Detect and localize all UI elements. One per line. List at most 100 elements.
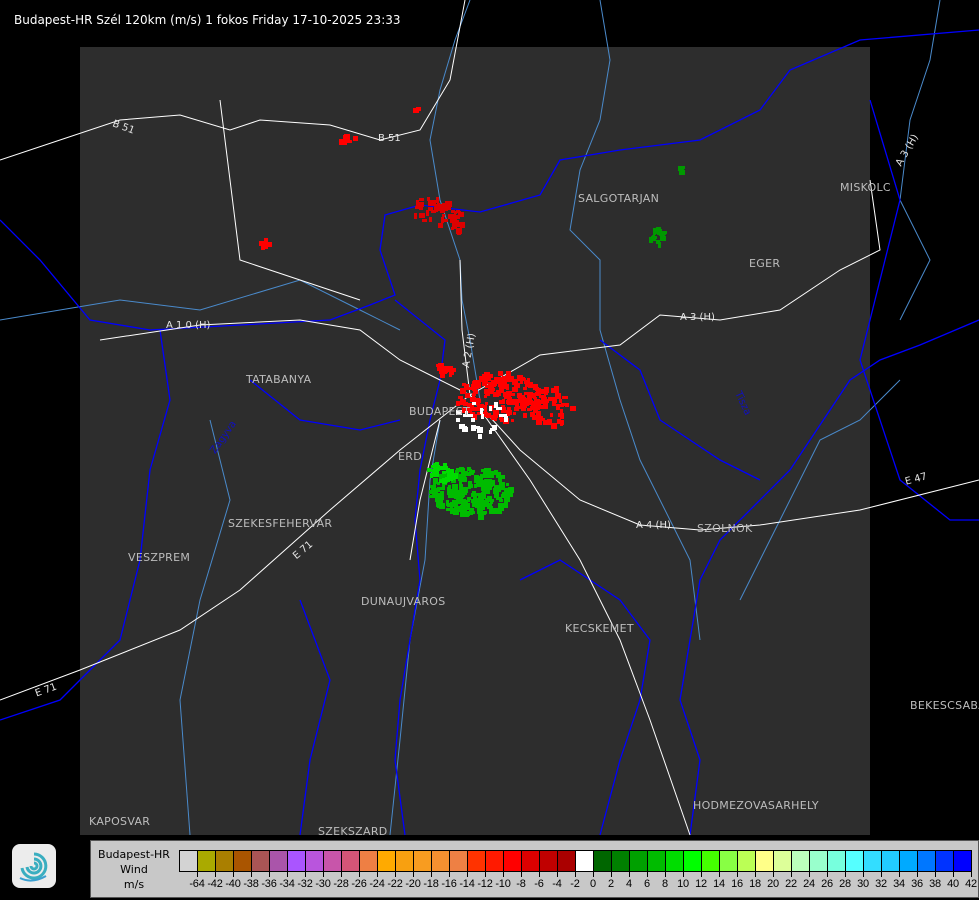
echo-outbound: [523, 397, 526, 403]
echo-inbound: [481, 486, 487, 491]
echo-inbound: [451, 474, 455, 480]
echo-outbound: [458, 211, 461, 217]
echo-outbound: [556, 391, 559, 394]
legend-tick: [359, 871, 360, 877]
legend-tick: [773, 871, 774, 877]
echo-inbound: [476, 493, 482, 496]
echo-outbound: [535, 392, 539, 396]
city-label: SZEKSZARD: [318, 825, 388, 838]
road-label: A 4 (H): [636, 520, 671, 531]
echo-inbound: [446, 468, 450, 473]
echo-outbound: [462, 383, 466, 386]
echo-inbound: [495, 486, 501, 492]
echo-inbound: [476, 482, 480, 487]
legend-tick: [629, 871, 630, 877]
echo-inbound: [496, 497, 502, 500]
road-a4: [469, 394, 979, 531]
echo-outbound: [473, 390, 478, 394]
legend-swatch: [216, 851, 234, 871]
echo-outbound: [445, 201, 451, 207]
legend-label: -16: [441, 878, 457, 890]
echo-inbound: [430, 485, 436, 488]
echo-outbound: [484, 407, 487, 412]
legend-tick: [647, 871, 648, 877]
echo-inbound: [487, 496, 492, 501]
echo-outbound: [438, 223, 443, 228]
stream: [739, 379, 901, 601]
echo-inbound: [436, 471, 439, 475]
echo-inbound: [488, 468, 491, 473]
echo-inbound: [432, 470, 436, 476]
legend-label: 10: [677, 878, 689, 890]
echo-zero: [477, 427, 483, 433]
echo-inbound: [487, 484, 490, 490]
echo-inbound: [447, 487, 451, 492]
echo-zero: [499, 414, 504, 417]
echo-zero: [475, 426, 480, 429]
echo-outbound: [484, 372, 490, 378]
echo-outbound: [512, 399, 516, 405]
echo-inbound: [493, 471, 496, 475]
echo-inbound: [496, 472, 501, 478]
echo-outbound: [452, 215, 455, 221]
echo-inbound: [485, 504, 490, 507]
echo-outbound: [560, 409, 563, 415]
echo-zero: [480, 408, 483, 414]
echo-zero: [467, 414, 473, 417]
legend-tick: [665, 871, 666, 877]
echo-outbound: [547, 419, 552, 425]
echo-inbound: [498, 506, 504, 511]
legend-tick: [485, 871, 486, 877]
echo-outbound: [506, 410, 512, 415]
legend-swatch: [288, 851, 306, 871]
echo-outbound: [440, 204, 443, 208]
echo-outbound: [502, 376, 505, 381]
legend-tick: [539, 871, 540, 877]
echo-outbound: [513, 412, 516, 415]
echo-inbound: [437, 482, 440, 485]
echo-inbound: [480, 474, 483, 479]
city-label: MISKOLC: [840, 181, 891, 194]
legend-tick: [719, 871, 720, 877]
echo-outbound: [520, 379, 523, 384]
echo-inbound: [459, 481, 462, 484]
echo-outbound: [523, 413, 527, 418]
echo-inbound: [447, 478, 453, 481]
echo-inbound: [433, 463, 439, 468]
legend-label: 20: [767, 878, 779, 890]
legend-label: 24: [803, 878, 815, 890]
echo-outbound: [419, 198, 424, 201]
echo-outbound: [501, 407, 506, 413]
echo-inbound: [489, 509, 494, 514]
legend-label: -22: [387, 878, 403, 890]
page-title: Budapest-HR Szél 120km (m/s) 1 fokos Fri…: [14, 13, 401, 27]
echo-outbound: [441, 371, 445, 376]
echo-inbound: [498, 503, 504, 507]
legend-swatch: [720, 851, 738, 871]
border: [519, 559, 651, 836]
legend-swatch: [360, 851, 378, 871]
echo-inbound: [483, 470, 486, 475]
echo-outbound: [259, 241, 264, 246]
echo-outbound: [472, 385, 477, 391]
echo-outbound: [543, 420, 547, 425]
echo-outbound: [416, 200, 419, 206]
legend-tick: [377, 871, 378, 877]
echo-outbound: [495, 377, 500, 382]
legend-tick: [323, 871, 324, 877]
echo-outbound: [514, 383, 520, 388]
echo-outbound: [515, 403, 519, 408]
echo-outbound: [517, 393, 522, 398]
echo-inbound: [659, 231, 665, 236]
legend-label: -64: [189, 878, 205, 890]
echo-outbound: [477, 381, 481, 384]
legend-swatch: [306, 851, 324, 871]
road-m7: [0, 394, 471, 701]
echo-inbound: [501, 494, 506, 497]
legend-label: -10: [495, 878, 511, 890]
legend-label: -38: [243, 878, 259, 890]
echo-inbound: [482, 500, 487, 506]
echo-outbound: [443, 207, 448, 211]
echo-inbound: [466, 472, 471, 476]
echo-inbound: [447, 492, 452, 495]
